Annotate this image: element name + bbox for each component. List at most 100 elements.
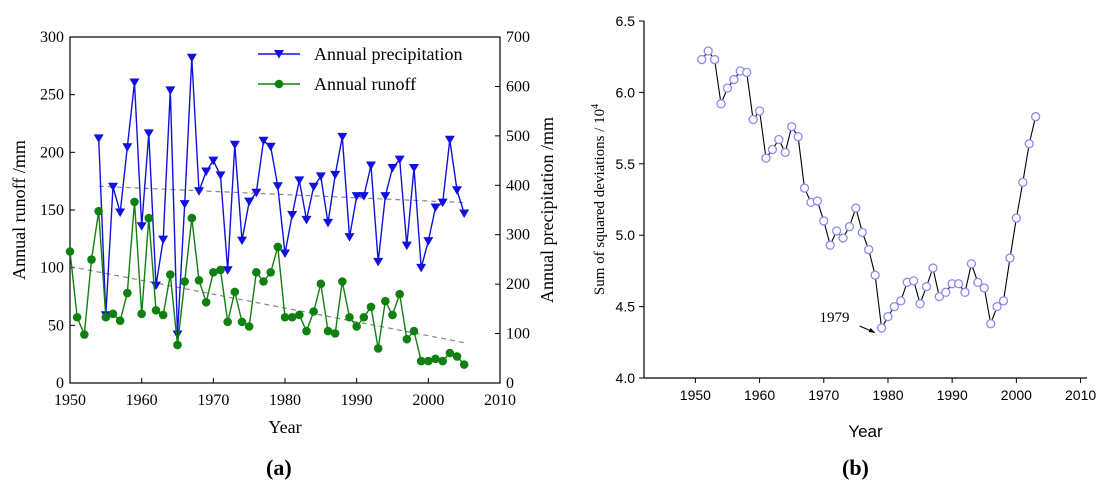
data-point (345, 312, 354, 322)
data-point (401, 241, 412, 251)
data-point (761, 153, 771, 163)
data-point (166, 270, 175, 279)
data-point (194, 187, 204, 196)
data-point (352, 322, 361, 331)
data-point (80, 330, 89, 339)
data-point (179, 200, 190, 209)
data-point (941, 287, 951, 297)
data-point (251, 188, 262, 198)
data-point (380, 192, 391, 201)
data-point (445, 348, 455, 358)
data-point (424, 356, 433, 366)
data-point (774, 134, 784, 145)
x-tick-label: 2010 (1065, 387, 1096, 403)
y-axis-label: Sum of squared deviations / 104 (590, 104, 608, 295)
data-point (295, 310, 304, 320)
y-left-tick-label: 150 (40, 202, 64, 219)
data-point (330, 329, 340, 338)
data-point (409, 163, 419, 173)
data-point (359, 312, 369, 322)
data-point (423, 237, 434, 246)
data-point (144, 213, 154, 223)
data-point (244, 197, 255, 207)
data-point (1030, 112, 1041, 122)
data-point (767, 144, 778, 155)
data-point (237, 317, 247, 327)
data-point (825, 240, 835, 250)
x-tick-label: 1950 (680, 387, 711, 403)
data-point (844, 221, 855, 232)
data-point (780, 147, 790, 158)
data-point (223, 317, 232, 327)
data-point (416, 263, 427, 273)
data-point (799, 183, 810, 193)
data-point (294, 176, 305, 185)
y-left-tick-label: 100 (40, 260, 64, 277)
y-right-tick-label: 600 (506, 78, 530, 95)
data-point (459, 360, 469, 369)
data-point (351, 192, 362, 201)
y-right-tick-label: 0 (506, 375, 514, 392)
data-point (729, 74, 739, 85)
data-point (273, 242, 283, 252)
data-point (151, 281, 161, 291)
data-point (452, 186, 462, 195)
data-point (173, 340, 182, 350)
data-point (366, 302, 376, 312)
data-point (323, 218, 333, 228)
trendline (69, 265, 465, 344)
data-point (998, 296, 1009, 306)
data-point (309, 307, 318, 316)
data-point (716, 99, 726, 109)
y-tick-label: 6.0 (616, 84, 636, 100)
chart-a: 1950 1960 1970 1980 1990 2000 2010050100150200… (9, 29, 557, 437)
data-point (1011, 213, 1022, 223)
y-right-tick-label: 400 (506, 177, 530, 194)
data-point (194, 276, 204, 285)
data-point (201, 167, 212, 176)
data-point (209, 267, 218, 277)
y-tick-label: 4.5 (616, 299, 636, 315)
legend-marker (274, 50, 284, 59)
data-point (338, 277, 347, 286)
y-right-axis-label: Annual precipitation /mm (537, 117, 557, 303)
data-point (180, 277, 189, 286)
data-point (953, 279, 964, 289)
data-point (158, 310, 168, 320)
data-point (973, 277, 983, 287)
annotation-arrowhead (868, 328, 876, 334)
data-point (272, 182, 283, 191)
data-point (444, 135, 455, 145)
data-point (459, 209, 470, 218)
data-point (402, 334, 412, 344)
data-point (909, 276, 919, 286)
data-point (244, 322, 254, 331)
data-point (252, 267, 261, 277)
chart-b: 1950 1960 1970 1980 1990 2000 2010 4.0 4.5 5.0 5.5… (590, 13, 1096, 441)
data-point (452, 352, 462, 361)
data-point (431, 354, 440, 364)
data-point (65, 247, 75, 256)
data-point (108, 309, 118, 319)
data-point (966, 259, 977, 269)
legend-label: Annual runoff (314, 74, 416, 94)
data-point (229, 140, 240, 150)
data-point (323, 326, 333, 336)
data-point (915, 299, 925, 309)
y-left-tick-label: 250 (40, 87, 64, 104)
data-point (115, 316, 125, 326)
y-right-tick-label: 500 (506, 128, 530, 145)
data-point (72, 312, 82, 322)
x-tick-label: 1980 (872, 387, 903, 403)
data-point (337, 132, 348, 142)
data-point (819, 216, 829, 226)
y-left-tick-label: 0 (56, 375, 64, 392)
data-point (870, 270, 880, 280)
x-tick-label: 1960 (126, 392, 158, 409)
y-tick-label: 5.5 (616, 156, 636, 172)
data-point (864, 244, 874, 255)
data-point (108, 182, 118, 192)
data-point (430, 203, 441, 213)
data-point (216, 265, 225, 275)
